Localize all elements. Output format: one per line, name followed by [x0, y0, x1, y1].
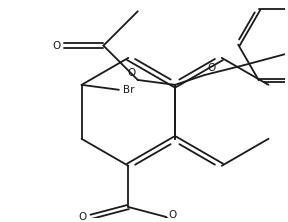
- Text: O: O: [79, 212, 87, 222]
- Text: O: O: [168, 210, 177, 220]
- Text: O: O: [52, 41, 60, 51]
- Text: Br: Br: [123, 85, 134, 95]
- Text: O: O: [128, 68, 136, 78]
- Text: O: O: [207, 63, 216, 73]
